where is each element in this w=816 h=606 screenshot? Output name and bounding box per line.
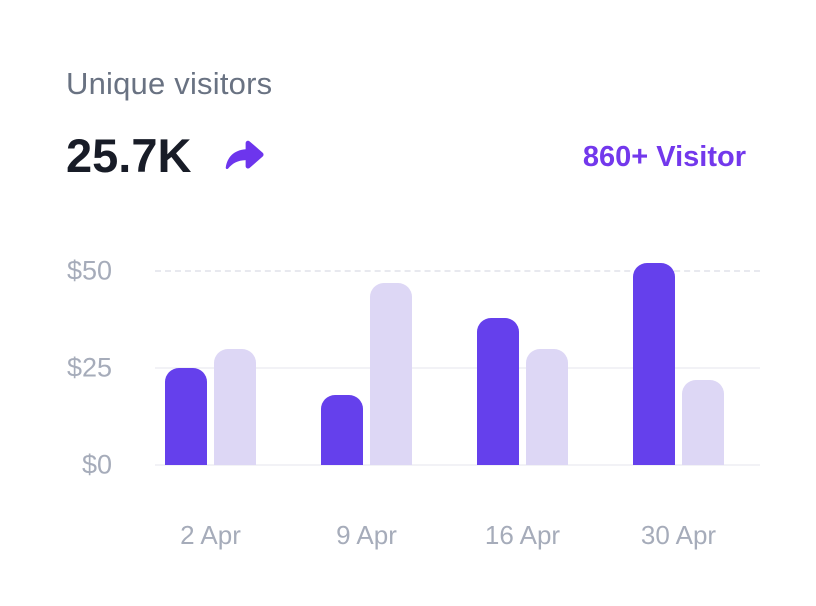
x-tick-label: 30 Apr bbox=[640, 520, 717, 550]
gridline bbox=[155, 270, 760, 272]
bar-group-16-apr bbox=[477, 317, 568, 465]
y-tick-label: $50 bbox=[66, 255, 112, 286]
plot-area bbox=[155, 263, 760, 466]
visitors-value-row: 25.7K bbox=[66, 131, 264, 181]
y-axis: $50 $25 $0 bbox=[40, 256, 112, 480]
visitors-value: 25.7K bbox=[66, 129, 192, 182]
visitors-primary-bar[interactable] bbox=[477, 317, 519, 465]
visitors-secondary-bar[interactable] bbox=[682, 379, 724, 465]
visitors-secondary-bar[interactable] bbox=[370, 282, 412, 465]
gridline bbox=[155, 464, 760, 466]
x-tick-label: 2 Apr bbox=[180, 520, 241, 550]
x-tick-label: 16 Apr bbox=[484, 520, 561, 550]
x-axis: 2 Apr 9 Apr 16 Apr 30 Apr bbox=[155, 520, 760, 552]
y-tick-label: $0 bbox=[81, 449, 112, 480]
share-arrow-icon[interactable] bbox=[219, 134, 264, 179]
gridline bbox=[155, 367, 760, 369]
visitors-secondary-bar[interactable] bbox=[214, 348, 256, 465]
x-tick-label: 9 Apr bbox=[336, 520, 397, 550]
visitors-primary-bar[interactable] bbox=[633, 263, 675, 465]
visitors-secondary-bar[interactable] bbox=[526, 348, 568, 465]
visitors-primary-bar[interactable] bbox=[165, 368, 207, 465]
bar-group-2-apr bbox=[165, 348, 256, 465]
bar-group-9-apr bbox=[321, 282, 412, 465]
bar-group-30-apr bbox=[633, 263, 724, 465]
visitor-count-link[interactable]: 860+ Visitor bbox=[582, 141, 746, 173]
page-title: Unique visitors bbox=[66, 66, 273, 101]
y-tick-label: $25 bbox=[66, 352, 112, 383]
visitors-primary-bar[interactable] bbox=[321, 395, 363, 465]
